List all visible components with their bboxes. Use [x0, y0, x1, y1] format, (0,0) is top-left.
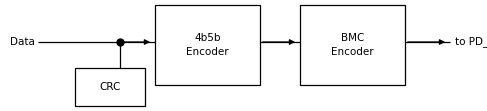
Text: to PD_TX: to PD_TX — [455, 37, 487, 48]
Text: BMC
Encoder: BMC Encoder — [331, 33, 374, 57]
Bar — [75, 68, 145, 106]
Text: 4b5b
Encoder: 4b5b Encoder — [186, 33, 229, 57]
Text: Data: Data — [10, 37, 35, 47]
Bar — [300, 5, 405, 85]
Bar — [155, 5, 260, 85]
Text: CRC: CRC — [99, 82, 121, 92]
